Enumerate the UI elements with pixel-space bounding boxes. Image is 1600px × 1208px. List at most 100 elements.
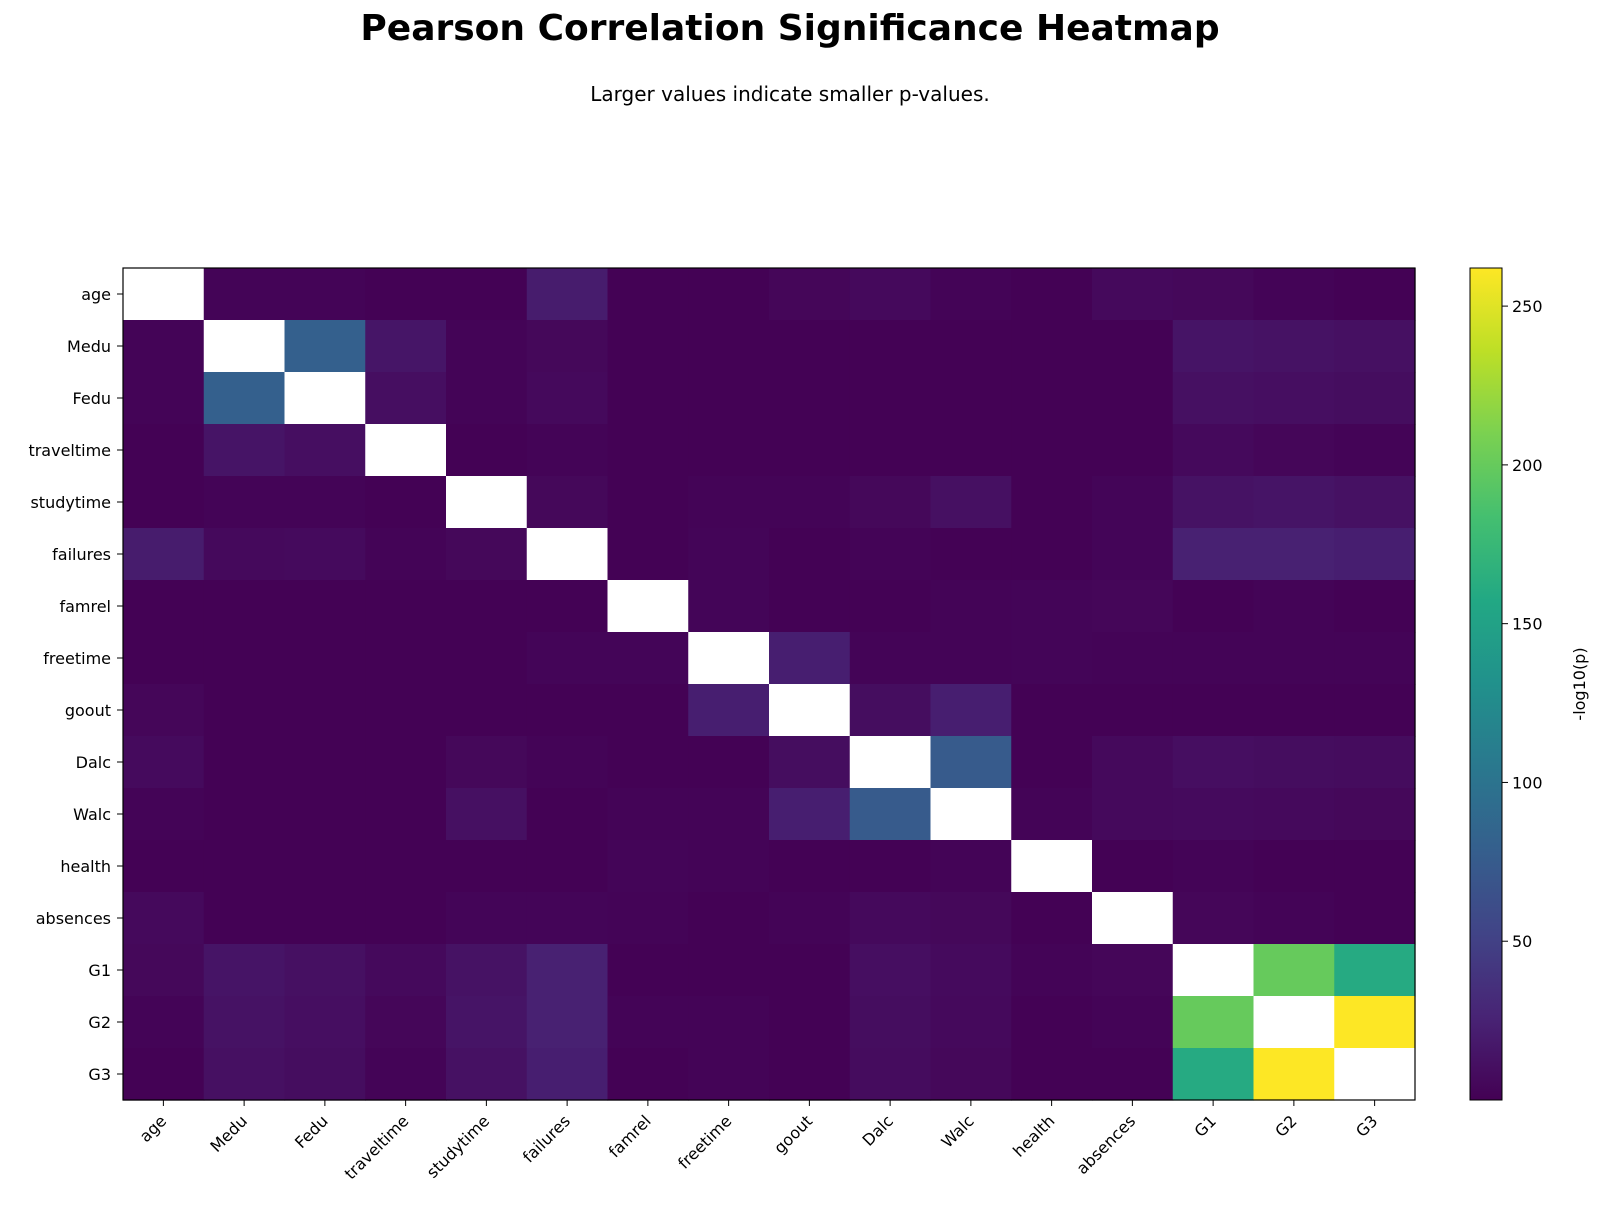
heatmap-cell-absences-traveltime: [365, 892, 447, 945]
heatmap-cell-goout-Medu: [203, 684, 286, 737]
heatmap-cell-famrel-G2: [1253, 580, 1335, 633]
heatmap-cell-studytime-Dalc: [849, 476, 932, 529]
heatmap-cell-health-failures: [526, 840, 609, 893]
heatmap-cell-absences-freetime: [688, 892, 770, 945]
x-tick-label-G3: G3: [1352, 1111, 1381, 1140]
heatmap-cell-G1-traveltime: [365, 944, 447, 997]
heatmap-cell-G3-Walc: [930, 1048, 1012, 1101]
heatmap-cell-famrel-health: [1011, 580, 1093, 633]
colorbar-tick-label: 250: [1512, 297, 1543, 316]
heatmap-cell-failures-Fedu: [284, 528, 366, 581]
colorbar-tick-label: 200: [1512, 456, 1543, 475]
heatmap-cell-health-studytime: [446, 840, 528, 893]
y-tick-label-Walc: Walc: [73, 805, 111, 824]
heatmap-cell-G1-health: [1011, 944, 1093, 997]
heatmap-cell-health-age: [123, 840, 205, 893]
heatmap-cell-studytime-G3: [1334, 476, 1416, 529]
heatmap-cell-Dalc-G3: [1334, 736, 1416, 789]
heatmap-cell-age-goout: [769, 268, 851, 321]
heatmap-cell-Dalc-failures: [526, 736, 609, 789]
heatmap-cell-absences-health: [1011, 892, 1093, 945]
colorbar-ticks: 50 100 150 200 250: [1502, 297, 1543, 951]
heatmap-cell-Walc-G1: [1172, 788, 1255, 841]
y-tick-label-studytime: studytime: [30, 493, 111, 512]
heatmap-cell-G1-Fedu: [284, 944, 366, 997]
heatmap-cell-freetime-G2: [1253, 632, 1335, 685]
heatmap-cell-freetime-Walc: [930, 632, 1012, 685]
heatmap-cell-famrel-G3: [1334, 580, 1416, 633]
heatmap-cell-studytime-G2: [1253, 476, 1335, 529]
y-tick-label-Medu: Medu: [67, 337, 111, 356]
heatmap-cell-famrel-studytime: [446, 580, 528, 633]
heatmap-cell-Dalc-traveltime: [365, 736, 447, 789]
heatmap-cell-goout-G3: [1334, 684, 1416, 737]
heatmap-cell-Fedu-Fedu: [284, 372, 366, 425]
heatmap-cell-Fedu-G1: [1172, 372, 1255, 425]
y-tick-label-traveltime: traveltime: [28, 441, 111, 460]
heatmap-cell-traveltime-studytime: [446, 424, 528, 477]
heatmap-cell-absences-Fedu: [284, 892, 366, 945]
heatmap-cell-age-studytime: [446, 268, 528, 321]
x-axis-tick-labels: age Medu Fedu traveltime studytime failures fa…: [136, 1100, 1381, 1183]
heatmap-cell-freetime-failures: [526, 632, 609, 685]
heatmap-cell-G1-freetime: [688, 944, 770, 997]
heatmap-cell-G3-freetime: [688, 1048, 770, 1101]
heatmap-cell-absences-G3: [1334, 892, 1416, 945]
heatmap-cell-Dalc-G1: [1172, 736, 1255, 789]
heatmap-cell-famrel-Medu: [203, 580, 286, 633]
heatmap-cell-G3-G2: [1253, 1048, 1335, 1101]
heatmap-cell-G3-Fedu: [284, 1048, 366, 1101]
plot-frame: [122, 267, 1416, 1101]
heatmap-cell-Fedu-G2: [1253, 372, 1335, 425]
heatmap-cell-studytime-Fedu: [284, 476, 366, 529]
heatmap-cell-G2-age: [123, 996, 205, 1049]
heatmap-cell-age-Medu: [203, 268, 286, 321]
heatmap-cell-Medu-Dalc: [849, 320, 932, 373]
heatmap-cell-absences-age: [123, 892, 205, 945]
heatmap-cell-Walc-freetime: [688, 788, 770, 841]
heatmap-cell-traveltime-absences: [1092, 424, 1174, 477]
heatmap-cell-health-traveltime: [365, 840, 447, 893]
heatmap-cell-studytime-G1: [1172, 476, 1255, 529]
heatmap-cell-studytime-failures: [526, 476, 609, 529]
heatmap-cell-Walc-Walc: [930, 788, 1012, 841]
x-tick-label-Medu: Medu: [206, 1111, 251, 1156]
heatmap-cell-G1-G1: [1172, 944, 1255, 997]
heatmap-cell-Walc-traveltime: [365, 788, 447, 841]
heatmap-cell-G3-age: [123, 1048, 205, 1101]
heatmap-cell-goout-Fedu: [284, 684, 366, 737]
heatmap-cell-traveltime-Walc: [930, 424, 1012, 477]
heatmap-cell-traveltime-G3: [1334, 424, 1416, 477]
heatmap-cell-failures-goout: [769, 528, 851, 581]
heatmap-cell-traveltime-famrel: [607, 424, 689, 477]
x-tick-label-Fedu: Fedu: [291, 1111, 332, 1152]
heatmap-cell-G2-studytime: [446, 996, 528, 1049]
heatmap-cell-Medu-absences: [1092, 320, 1174, 373]
heatmap-cell-absences-Walc: [930, 892, 1012, 945]
heatmap-cell-Fedu-Medu: [203, 372, 286, 425]
heatmap-cell-age-Dalc: [849, 268, 932, 321]
heatmap-cell-G2-Medu: [203, 996, 286, 1049]
heatmap-cell-health-freetime: [688, 840, 770, 893]
x-tick-label-goout: goout: [770, 1111, 816, 1157]
heatmap-cell-G2-goout: [769, 996, 851, 1049]
heatmap-cell-goout-studytime: [446, 684, 528, 737]
heatmap-cell-G2-Fedu: [284, 996, 366, 1049]
heatmap-cell-famrel-goout: [769, 580, 851, 633]
heatmap-cell-absences-goout: [769, 892, 851, 945]
heatmap-cell-G2-freetime: [688, 996, 770, 1049]
heatmap-cell-G1-Medu: [203, 944, 286, 997]
heatmap-cell-health-Dalc: [849, 840, 932, 893]
heatmap-cell-age-failures: [526, 268, 609, 321]
heatmap-cell-absences-Medu: [203, 892, 286, 945]
heatmap-cell-absences-Dalc: [849, 892, 932, 945]
heatmap-cell-freetime-freetime: [688, 632, 770, 685]
heatmap-cell-G2-traveltime: [365, 996, 447, 1049]
heatmap-cell-studytime-goout: [769, 476, 851, 529]
heatmap-cell-Walc-Fedu: [284, 788, 366, 841]
heatmap-cell-failures-traveltime: [365, 528, 447, 581]
heatmap-cell-absences-G1: [1172, 892, 1255, 945]
y-tick-label-failures: failures: [52, 545, 111, 564]
heatmap-cell-famrel-famrel: [607, 580, 689, 633]
